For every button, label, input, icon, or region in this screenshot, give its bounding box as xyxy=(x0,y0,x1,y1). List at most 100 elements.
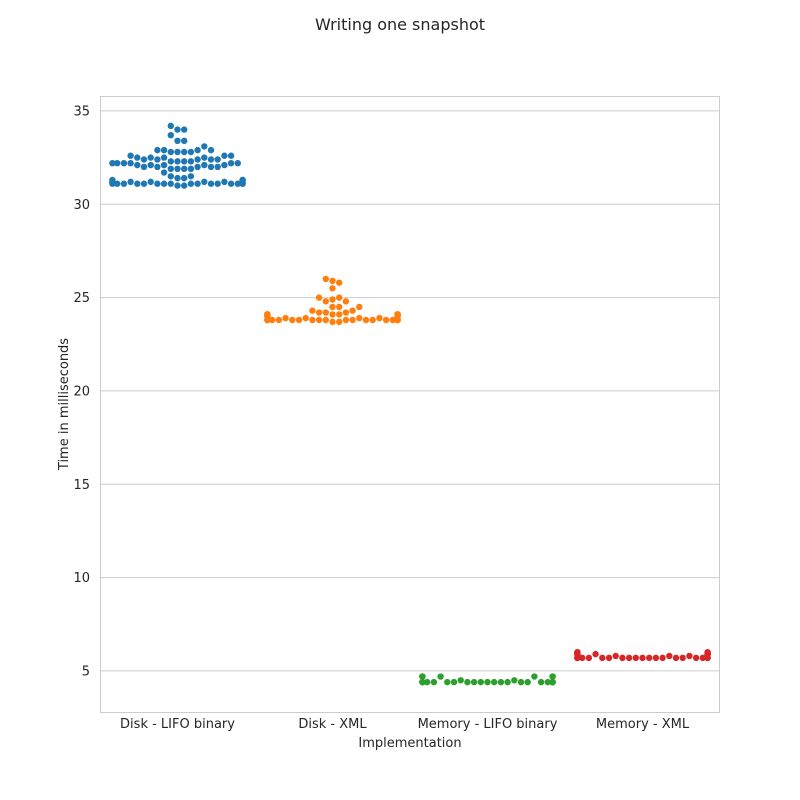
data-point xyxy=(309,307,316,314)
data-point xyxy=(181,158,188,165)
data-point xyxy=(227,180,235,187)
data-point xyxy=(214,156,221,163)
data-point xyxy=(147,161,154,169)
data-point xyxy=(349,307,356,314)
data-point xyxy=(194,180,201,187)
data-point xyxy=(362,316,370,324)
data-point xyxy=(430,678,438,686)
data-point xyxy=(221,161,228,169)
data-point xyxy=(194,163,201,171)
data-point xyxy=(207,146,215,154)
data-point xyxy=(207,180,215,187)
data-point xyxy=(154,180,161,187)
data-point xyxy=(221,178,228,186)
data-point xyxy=(239,176,246,184)
x-tick-label: Disk - XML xyxy=(298,717,367,732)
data-point xyxy=(174,126,181,133)
data-point xyxy=(592,650,599,658)
data-point xyxy=(127,152,134,159)
data-point xyxy=(174,165,181,172)
data-point xyxy=(394,311,401,318)
data-point xyxy=(605,654,613,662)
data-point xyxy=(659,654,666,662)
data-point xyxy=(181,137,188,144)
data-point xyxy=(356,314,363,322)
y-tick-label: 25 xyxy=(73,291,90,306)
data-point xyxy=(140,180,148,187)
data-point xyxy=(174,174,181,182)
data-point xyxy=(201,143,208,150)
data-point xyxy=(537,678,545,686)
data-point xyxy=(329,318,336,326)
data-point xyxy=(585,654,593,662)
data-point xyxy=(419,673,426,680)
data-point xyxy=(531,673,538,680)
data-point xyxy=(221,152,228,159)
data-point xyxy=(174,158,181,165)
data-point xyxy=(214,163,221,171)
data-point xyxy=(201,154,208,161)
data-point xyxy=(652,654,660,662)
y-axis-label: Time in milliseconds xyxy=(57,338,72,471)
data-point xyxy=(201,161,208,169)
data-point xyxy=(109,160,116,167)
data-point xyxy=(369,316,376,324)
data-point xyxy=(167,165,174,172)
data-point xyxy=(160,169,168,176)
data-point xyxy=(315,316,323,324)
data-point xyxy=(167,180,174,187)
data-point xyxy=(491,678,498,686)
data-point xyxy=(140,163,148,171)
data-point xyxy=(599,654,606,662)
data-point xyxy=(315,294,323,301)
data-point xyxy=(154,163,161,171)
data-point xyxy=(686,652,693,660)
data-points xyxy=(109,122,711,686)
data-point xyxy=(672,654,680,662)
data-point xyxy=(147,178,154,186)
data-point xyxy=(450,678,458,686)
data-point xyxy=(167,122,174,130)
data-point xyxy=(524,678,531,686)
data-point xyxy=(227,160,235,167)
x-tick-label: Memory - XML xyxy=(596,717,690,732)
data-point xyxy=(619,654,626,662)
data-point xyxy=(201,178,208,186)
plot-frame xyxy=(100,96,720,713)
data-point xyxy=(464,678,471,686)
data-point xyxy=(437,673,444,680)
y-tick-label: 10 xyxy=(73,571,90,586)
data-point xyxy=(127,160,134,167)
data-point xyxy=(134,161,141,169)
data-point xyxy=(666,652,673,660)
data-point xyxy=(336,294,343,301)
data-point xyxy=(639,654,646,662)
x-tick-label: Memory - LIFO binary xyxy=(418,717,558,732)
data-point xyxy=(322,309,329,316)
data-point xyxy=(174,148,181,156)
data-point xyxy=(167,132,174,139)
data-point xyxy=(147,154,154,161)
y-tick-label: 5 xyxy=(82,664,90,679)
data-point xyxy=(187,148,195,156)
data-point xyxy=(376,314,383,322)
data-point xyxy=(679,654,686,662)
data-point xyxy=(302,314,309,322)
data-point xyxy=(424,678,431,686)
data-point xyxy=(114,160,121,167)
data-point xyxy=(140,156,148,163)
data-point xyxy=(342,309,350,316)
data-point xyxy=(167,148,174,156)
data-point xyxy=(484,678,491,686)
data-point xyxy=(269,316,276,324)
y-tick-label: 15 xyxy=(73,478,90,493)
data-point xyxy=(160,161,168,169)
data-point xyxy=(167,158,174,165)
data-point xyxy=(646,654,653,662)
data-point xyxy=(342,298,350,305)
y-tick-label: 30 xyxy=(73,198,90,213)
data-point xyxy=(181,148,188,156)
data-point xyxy=(275,316,283,324)
data-point xyxy=(154,146,161,154)
